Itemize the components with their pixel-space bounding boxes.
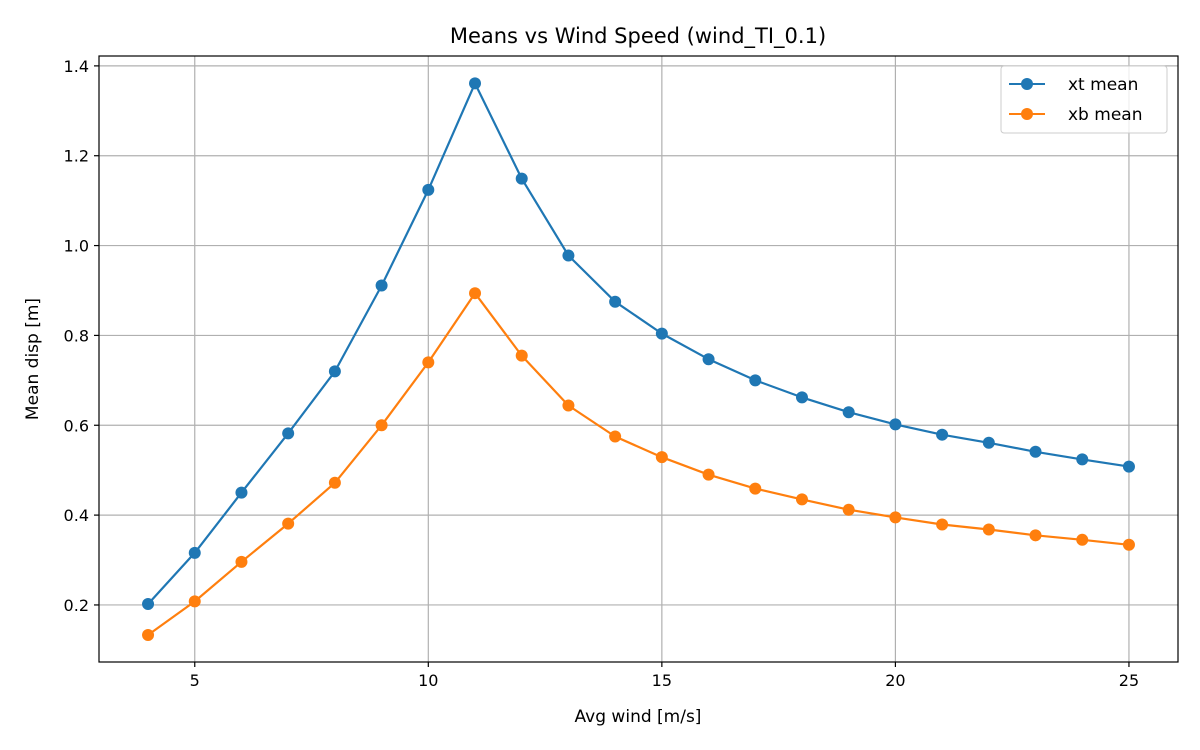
data-point-xb-mean xyxy=(655,451,668,464)
data-point-xb-mean xyxy=(375,419,388,432)
data-point-xb-mean xyxy=(142,629,155,642)
data-point-xt-mean xyxy=(328,365,341,378)
series-layer xyxy=(142,77,1135,642)
x-tick-label: 25 xyxy=(1119,671,1139,690)
data-point-xb-mean xyxy=(889,511,902,524)
data-point-xt-mean xyxy=(609,295,622,308)
data-point-xt-mean xyxy=(936,428,949,441)
legend: xt mean xb mean xyxy=(1000,65,1168,134)
data-point-xt-mean xyxy=(188,546,201,559)
legend-box xyxy=(1000,65,1168,134)
y-tick-label: 1.4 xyxy=(64,57,89,76)
data-point-xb-mean xyxy=(1122,538,1135,551)
legend-marker-xb-mean xyxy=(1021,108,1033,120)
data-point-xb-mean xyxy=(749,482,762,495)
data-point-xb-mean xyxy=(842,503,855,516)
data-point-xb-mean xyxy=(1029,529,1042,542)
data-point-xt-mean xyxy=(749,374,762,387)
data-point-xt-mean xyxy=(235,486,248,499)
data-point-xb-mean xyxy=(982,523,995,536)
data-point-xb-mean xyxy=(562,399,575,412)
x-axis-label: Avg wind [m/s] xyxy=(575,707,702,727)
data-point-xt-mean xyxy=(889,418,902,431)
legend-label-xt-mean: xt mean xyxy=(1068,75,1138,95)
data-point-xb-mean xyxy=(282,517,295,530)
y-tick-label: 0.8 xyxy=(64,326,89,345)
y-tick-label: 1.2 xyxy=(64,147,89,166)
data-point-xb-mean xyxy=(702,468,715,481)
data-point-xb-mean xyxy=(609,430,622,443)
data-point-xb-mean xyxy=(235,555,248,568)
data-point-xt-mean xyxy=(1029,445,1042,458)
plot-area-frame xyxy=(98,55,1179,663)
y-tick-label: 0.6 xyxy=(64,416,89,435)
y-axis-label: Mean disp [m] xyxy=(23,298,43,420)
data-point-xt-mean xyxy=(142,598,155,611)
data-point-xb-mean xyxy=(328,476,341,489)
y-tick-label: 0.2 xyxy=(64,596,89,615)
legend-marker-xt-mean xyxy=(1021,78,1033,90)
series-line-xt-mean xyxy=(147,82,1130,605)
axis-ticks: 5 10 15 20 25 0.2 0.4 0.6 0.8 1.0 1.2 1.4 xyxy=(64,57,1140,690)
x-tick-label: 10 xyxy=(418,671,438,690)
data-point-xt-mean xyxy=(562,249,575,262)
data-point-xb-mean xyxy=(1076,533,1089,546)
data-point-xt-mean xyxy=(375,279,388,292)
data-point-xb-mean xyxy=(188,595,201,608)
data-point-xt-mean xyxy=(1076,453,1089,466)
data-point-xt-mean xyxy=(515,172,528,185)
y-tick-label: 0.4 xyxy=(64,506,89,525)
data-point-xt-mean xyxy=(1122,460,1135,473)
legend-label-xb-mean: xb mean xyxy=(1068,105,1142,125)
data-point-xt-mean xyxy=(422,183,435,196)
data-point-xt-mean xyxy=(469,77,482,90)
series-line-xb-mean xyxy=(147,292,1130,636)
data-point-xb-mean xyxy=(795,493,808,506)
data-point-xb-mean xyxy=(936,518,949,531)
x-tick-label: 15 xyxy=(652,671,672,690)
data-point-xb-mean xyxy=(469,287,482,300)
y-tick-label: 1.0 xyxy=(64,237,89,256)
x-tick-label: 20 xyxy=(885,671,905,690)
data-point-xt-mean xyxy=(655,327,668,340)
data-point-xt-mean xyxy=(842,406,855,419)
data-point-xb-mean xyxy=(515,349,528,362)
chart-title: Means vs Wind Speed (wind_TI_0.1) xyxy=(450,24,826,49)
x-tick-label: 5 xyxy=(190,671,200,690)
data-point-xt-mean xyxy=(982,436,995,449)
data-point-xt-mean xyxy=(702,353,715,366)
data-point-xb-mean xyxy=(422,356,435,369)
data-point-xt-mean xyxy=(795,391,808,404)
data-point-xt-mean xyxy=(282,427,295,440)
gridlines xyxy=(99,56,1178,662)
